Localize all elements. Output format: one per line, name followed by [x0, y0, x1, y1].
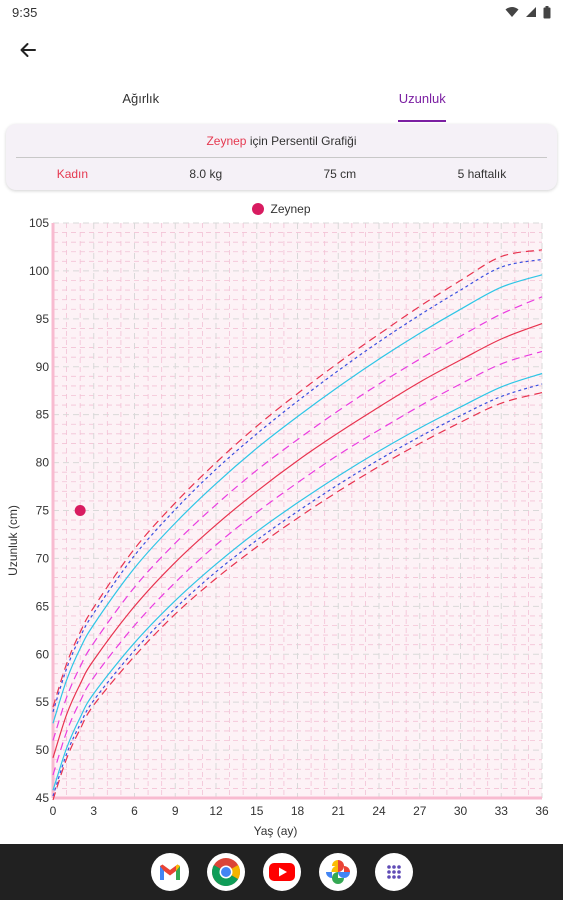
weight-value: 8.0 kg [189, 167, 223, 181]
x-tick-label: 18 [291, 804, 305, 818]
x-axis-title: Yaş (ay) [254, 824, 298, 838]
tab-weight[interactable]: Ağırlık [122, 91, 160, 106]
y-tick-label: 70 [36, 551, 50, 565]
percentile-curve-7 [52, 383, 543, 797]
status-icons [505, 5, 551, 19]
legend-marker [252, 203, 265, 215]
percentile-curve-1 [52, 258, 543, 712]
y-tick-label: 80 [36, 456, 50, 470]
x-tick-label: 36 [535, 804, 549, 818]
app-drawer-button[interactable] [374, 853, 413, 891]
y-tick-label: 75 [36, 504, 50, 518]
apps-grid-icon [386, 865, 401, 879]
y-axis-title: Uzunluk (cm) [6, 505, 20, 576]
legend-label: Zeynep [270, 202, 311, 216]
x-tick-label: 15 [250, 804, 264, 818]
status-time: 9:35 [12, 4, 38, 20]
y-tick-label: 105 [29, 216, 49, 230]
wifi-icon [505, 7, 519, 17]
length-value: 75 cm [323, 167, 357, 181]
chart-legend: Zeynep [0, 200, 563, 218]
chrome-icon [211, 858, 240, 886]
x-tick-label: 6 [131, 804, 138, 818]
data-point-zeynep[interactable] [74, 505, 86, 516]
x-tick-label: 9 [172, 804, 179, 818]
status-bar: 9:35 [0, 0, 563, 24]
x-tick-label: 24 [372, 804, 386, 818]
y-tick-label: 100 [29, 264, 49, 278]
percentile-curve-8 [52, 392, 543, 801]
signal-icon [526, 7, 536, 17]
title-suffix: için Persentil Grafiği [246, 133, 357, 148]
tab-length[interactable]: Uzunluk [282, 80, 563, 122]
y-tick-label: 95 [36, 312, 50, 326]
percentile-curve-3 [52, 296, 543, 741]
x-tick-label: 3 [90, 804, 97, 818]
y-tick-label: 50 [36, 743, 50, 757]
chrome-app-icon[interactable] [206, 853, 245, 891]
info-card: Zeynep için Persentil Grafiği Kadın 8.0 … [6, 124, 557, 190]
gmail-app-icon[interactable] [150, 853, 189, 891]
x-tick-label: 12 [209, 804, 223, 818]
gmail-icon [159, 864, 180, 880]
y-tick-label: 45 [36, 791, 50, 805]
percentile-curve-6 [52, 372, 543, 791]
x-tick-label: 33 [495, 804, 509, 818]
app-bar [0, 28, 563, 72]
percentile-curve-5 [52, 350, 543, 776]
age-value: 5 haftalık [457, 167, 507, 181]
percentile-curve-0 [52, 249, 543, 708]
back-button[interactable] [12, 34, 44, 66]
x-tick-label: 0 [50, 804, 57, 818]
arrow-back-icon [20, 43, 36, 57]
photos-icon [325, 860, 350, 884]
youtube-app-icon[interactable] [262, 853, 301, 891]
y-tick-label: 60 [36, 647, 50, 661]
info-card-title: Zeynep için Persentil Grafiği [16, 124, 547, 158]
x-tick-label: 21 [332, 804, 346, 818]
percentile-curve-2 [52, 274, 543, 724]
x-tick-label: 27 [413, 804, 427, 818]
child-name: Zeynep [206, 133, 247, 148]
y-tick-label: 65 [36, 599, 50, 613]
y-tick-label: 85 [36, 408, 50, 422]
photos-app-icon[interactable] [318, 853, 357, 891]
percentile-curve-4 [52, 323, 543, 758]
youtube-icon [268, 863, 295, 881]
gender-value: Kadın [56, 167, 89, 181]
info-card-stats: Kadın 8.0 kg 75 cm 5 haftalık [6, 158, 557, 190]
system-nav-bar [0, 844, 563, 900]
y-tick-label: 55 [36, 695, 50, 709]
battery-icon [543, 5, 551, 18]
y-tick-label: 90 [36, 360, 50, 374]
x-tick-label: 30 [454, 804, 468, 818]
tab-bar: Ağırlık Uzunluk [0, 80, 563, 122]
